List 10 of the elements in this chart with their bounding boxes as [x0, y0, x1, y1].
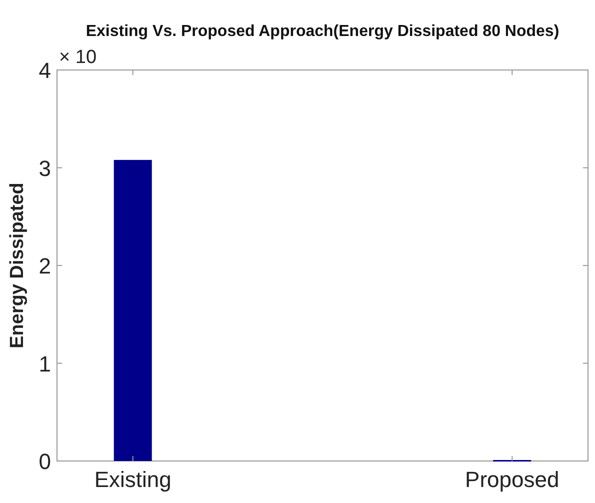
y-tick-label: 2: [38, 254, 51, 278]
text: × 10: [59, 47, 97, 68]
y-tick-label: 4: [38, 58, 51, 83]
chart-title: Existing Vs. Proposed Approach(Energy Dissipated 80 Nodes): [86, 23, 560, 40]
x-tick-label: Proposed: [465, 467, 560, 492]
y-tick-label: 1: [38, 351, 51, 376]
x-tick-label: Existing: [94, 467, 172, 492]
y-tick-label: 3: [38, 156, 51, 181]
y-axis-title: Energy Dissipated: [7, 182, 28, 348]
y-tick-label: 0: [38, 449, 51, 474]
